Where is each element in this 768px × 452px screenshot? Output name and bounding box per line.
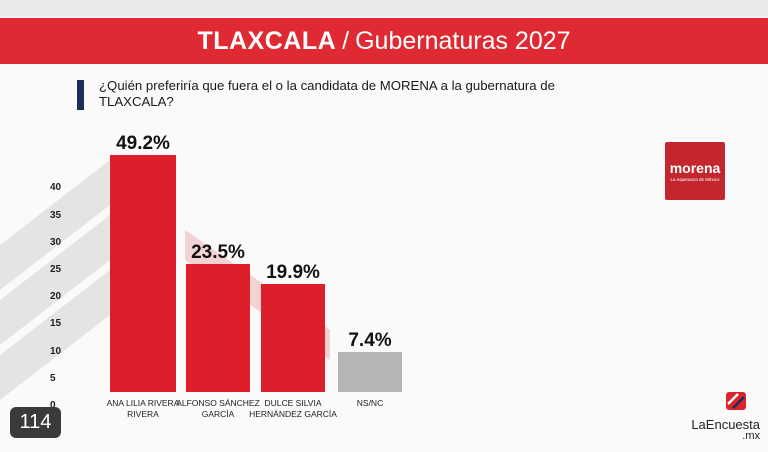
y-tick-label: 25 [50,264,62,275]
logo-text: morena [669,160,721,176]
bar-value-label: 19.9% [266,261,320,283]
category-label: DULCE SILVIA HERNÁNDEZ GARCÍA [249,398,337,419]
brand-name: LaEncuesta [691,417,760,432]
bar-value-label: 23.5% [191,242,245,264]
bar-value-label: 49.2% [116,133,170,155]
y-tick-label: 10 [50,345,62,357]
page-badge: 114 [10,407,61,438]
top-strip [0,0,768,16]
y-tick-label: 20 [50,291,62,303]
logo-subtext: La esperanza de México [670,177,720,182]
title-rest: Gubernaturas 2027 [355,26,571,55]
title-state: TLAXCALA [197,26,337,55]
y-tick-label: 5 [50,372,56,384]
bar [110,155,176,392]
y-tick-label: 35 [50,209,62,221]
category-label: NS/NC [356,398,384,408]
morena-logo: morena La esperanza de México [665,142,725,200]
category-label: ALFONSO SÁNCHEZ GARCÍA [176,398,260,419]
brand-logo: LaEncuesta .mx [690,390,760,442]
bar-value-label: 7.4% [348,329,392,351]
brand-flag-icon [726,392,746,410]
y-tick-label: 15 [50,318,62,330]
question-marker [77,80,84,110]
bar [261,283,325,392]
question-text: ¿Quién preferiría que fuera el o la cand… [99,78,555,109]
title-banner: TLAXCALA / Gubernaturas 2027 [0,18,768,64]
y-tick-label: 30 [50,236,62,248]
category-label: ANA LILIA RIVERA RIVERA [106,398,180,419]
y-tick-label: 40 [50,182,62,194]
bar [186,264,250,392]
bar [338,351,402,392]
brand-suffix: .mx [742,430,760,442]
y-tick-label: 0 [50,400,56,411]
title-separator: / [342,26,350,55]
